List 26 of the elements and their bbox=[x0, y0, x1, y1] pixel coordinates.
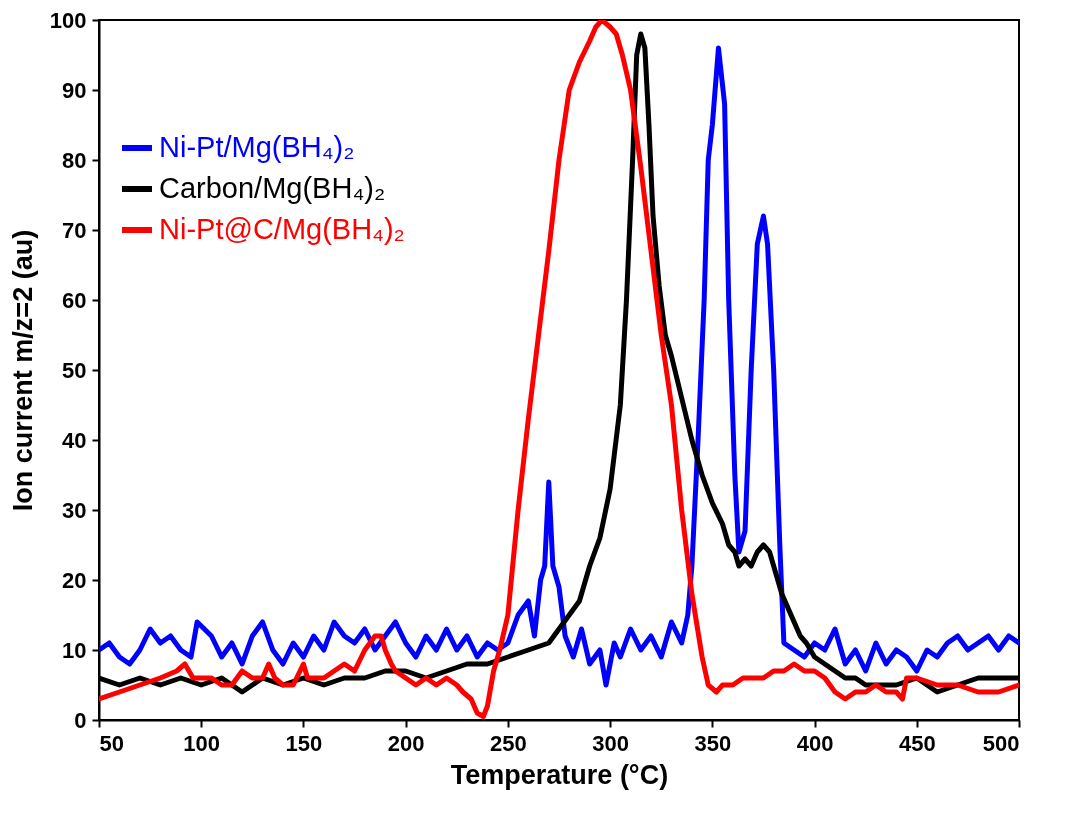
y-tick-label: 30 bbox=[62, 497, 87, 523]
y-tick-label: 10 bbox=[62, 637, 87, 663]
y-tick-label: 70 bbox=[62, 217, 87, 243]
y-tick-label: 80 bbox=[62, 147, 87, 173]
legend-label: Ni-Pt@C/Mg(BH₄)₂ bbox=[159, 213, 405, 245]
y-tick-label: 50 bbox=[62, 357, 87, 383]
y-tick-label: 90 bbox=[62, 77, 87, 103]
x-tick-label: 150 bbox=[285, 730, 323, 756]
x-tick-label: 450 bbox=[898, 730, 936, 756]
x-axis-title: Temperature (°C) bbox=[450, 759, 669, 790]
y-axis-title: Ion current m/z=2 (au) bbox=[7, 229, 38, 512]
legend-label: Carbon/Mg(BH₄)₂ bbox=[159, 172, 386, 204]
x-tick-label: 50 bbox=[99, 730, 124, 756]
x-tick-label: 300 bbox=[592, 730, 629, 756]
x-tick-label: 500 bbox=[982, 730, 1020, 756]
y-tick-label: 0 bbox=[74, 707, 87, 733]
x-tick-label: 100 bbox=[183, 730, 221, 756]
legend-label: Ni-Pt/Mg(BH₄)₂ bbox=[159, 131, 355, 163]
y-tick-label: 40 bbox=[62, 427, 87, 453]
x-tick-label: 350 bbox=[694, 730, 732, 756]
y-tick-label: 60 bbox=[62, 287, 87, 313]
x-tick-label: 400 bbox=[796, 730, 834, 756]
y-tick-label: 100 bbox=[49, 7, 87, 33]
y-tick-label: 20 bbox=[62, 567, 87, 593]
x-tick-label: 250 bbox=[490, 730, 527, 756]
x-tick-label: 200 bbox=[387, 730, 425, 756]
